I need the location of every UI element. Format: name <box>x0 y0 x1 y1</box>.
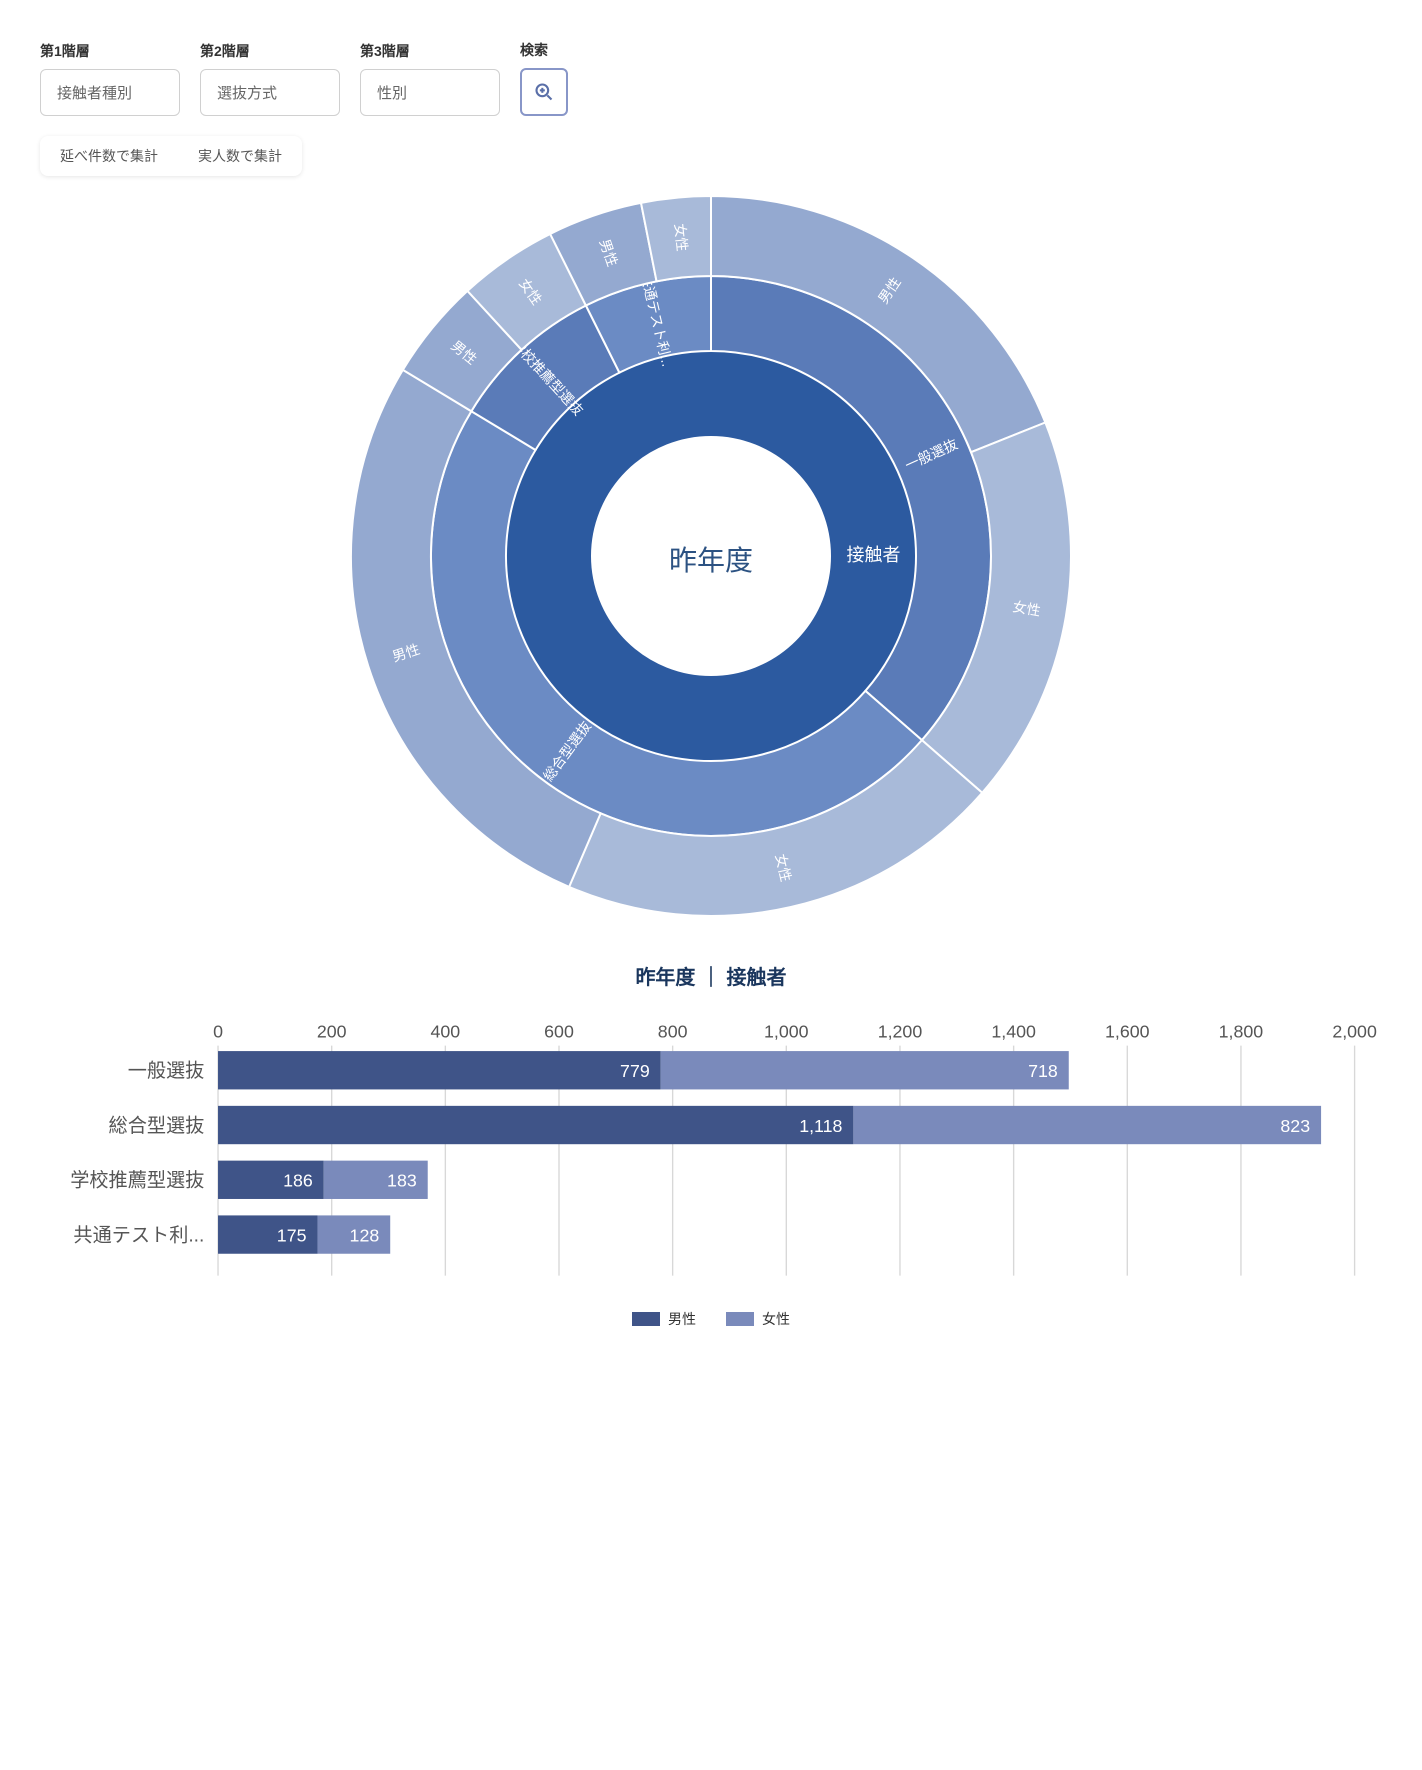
filter-tier3-label: 第3階層 <box>360 41 500 61</box>
filter-tier2-label: 第2階層 <box>200 41 340 61</box>
legend-label: 女性 <box>762 1309 790 1329</box>
filter-tier1-label: 第1階層 <box>40 41 180 61</box>
legend-label: 男性 <box>668 1309 696 1329</box>
svg-text:186: 186 <box>283 1171 313 1191</box>
svg-text:183: 183 <box>387 1171 417 1191</box>
filter-tier1-select[interactable]: 接触者種別 <box>40 69 180 116</box>
legend-swatch <box>632 1312 660 1326</box>
svg-text:接触者: 接触者 <box>847 545 901 565</box>
filter-bar: 第1階層 接触者種別 第2階層 選抜方式 第3階層 性別 検索 <box>40 40 1382 116</box>
svg-text:2,000: 2,000 <box>1332 1021 1377 1041</box>
bar-chart-section: 昨年度 ｜ 接触者 0 200 400 600 800 1,000 1,200 1,400 1,… <box>40 961 1382 1329</box>
filter-tier3: 第3階層 性別 <box>360 41 500 116</box>
magnify-plus-icon <box>534 82 554 102</box>
svg-text:共通テスト利...: 共通テスト利... <box>73 1224 204 1246</box>
svg-text:女性: 女性 <box>672 223 691 252</box>
svg-text:一般選抜: 一般選抜 <box>128 1060 205 1082</box>
svg-text:718: 718 <box>1028 1061 1058 1081</box>
svg-text:1,600: 1,600 <box>1105 1021 1150 1041</box>
svg-text:800: 800 <box>658 1021 688 1041</box>
svg-text:1,800: 1,800 <box>1219 1021 1264 1041</box>
svg-text:1,200: 1,200 <box>878 1021 923 1041</box>
sunburst-container: 接触者一般選抜総合型選抜学校推薦型選抜共通テスト利...男性女性女性男性男性女性… <box>40 196 1382 921</box>
tab-count-unique[interactable]: 実人数で集計 <box>178 136 302 176</box>
svg-text:総合型選抜: 総合型選抜 <box>109 1115 205 1137</box>
svg-text:823: 823 <box>1280 1116 1310 1136</box>
bar-legend: 男性 女性 <box>40 1309 1382 1329</box>
svg-text:175: 175 <box>277 1225 307 1245</box>
svg-text:128: 128 <box>350 1225 380 1245</box>
aggregation-tabs: 延べ件数で集計 実人数で集計 <box>40 136 302 176</box>
legend-item: 女性 <box>726 1309 790 1329</box>
filter-tier2-select[interactable]: 選抜方式 <box>200 69 340 116</box>
filter-tier1: 第1階層 接触者種別 <box>40 41 180 116</box>
search-button[interactable] <box>520 68 568 116</box>
bar-chart[interactable]: 0 200 400 600 800 1,000 1,200 1,400 1,600 1,800 2,… <box>40 1010 1382 1284</box>
filter-tier2: 第2階層 選抜方式 <box>200 41 340 116</box>
svg-text:1,000: 1,000 <box>764 1021 809 1041</box>
svg-text:200: 200 <box>317 1021 347 1041</box>
search-group: 検索 <box>520 40 568 116</box>
svg-text:400: 400 <box>430 1021 460 1041</box>
svg-text:0: 0 <box>213 1021 223 1041</box>
search-label: 検索 <box>520 40 568 60</box>
sunburst-chart[interactable]: 接触者一般選抜総合型選抜学校推薦型選抜共通テスト利...男性女性女性男性男性女性… <box>351 196 1071 921</box>
filter-tier3-select[interactable]: 性別 <box>360 69 500 116</box>
svg-text:600: 600 <box>544 1021 574 1041</box>
svg-text:学校推薦型選抜: 学校推薦型選抜 <box>70 1170 204 1192</box>
svg-text:779: 779 <box>620 1061 650 1081</box>
svg-text:1,118: 1,118 <box>799 1116 842 1136</box>
bar-chart-title: 昨年度 ｜ 接触者 <box>40 961 1382 990</box>
tab-count-total[interactable]: 延べ件数で集計 <box>40 136 178 176</box>
legend-item: 男性 <box>632 1309 696 1329</box>
legend-swatch <box>726 1312 754 1326</box>
sunburst-center-label: 昨年度 <box>669 539 753 579</box>
svg-text:1,400: 1,400 <box>991 1021 1036 1041</box>
